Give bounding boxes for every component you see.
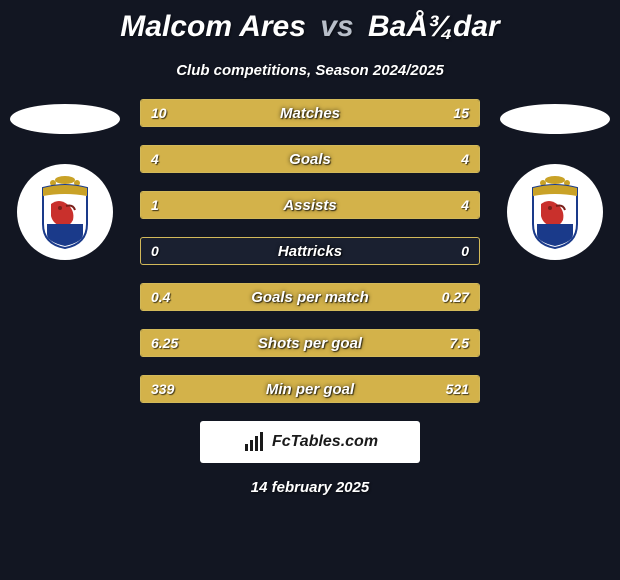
stat-value-left: 10 [151,100,167,126]
stat-label: Assists [141,192,479,218]
stat-value-left: 0 [151,238,159,264]
stat-label: Goals [141,146,479,172]
club-crest-icon [523,174,587,250]
stat-row: Goals4 4 [140,145,480,173]
stat-value-right: 0.27 [442,284,469,310]
stat-value-right: 4 [461,192,469,218]
player1-name: Malcom Ares [120,10,306,43]
stat-row: Matches10 15 [140,99,480,127]
stat-row: Assists1 4 [140,191,480,219]
player2-placeholder [500,104,610,134]
date-text: 14 february 2025 [0,479,620,496]
stat-row: Min per goal339 521 [140,375,480,403]
stat-label: Shots per goal [141,330,479,356]
stat-row: Goals per match0.4 0.27 [140,283,480,311]
stat-label: Hattricks [141,238,479,264]
player2-name: BaÅ¾dar [368,10,500,43]
chart-icon [242,430,266,454]
player1-placeholder [10,104,120,134]
stat-value-right: 521 [446,376,469,402]
club-crest-icon [33,174,97,250]
player1-club-crest [17,164,113,260]
stats-bars-container: Matches1015Goals44Assists14Hattricks00Go… [140,99,480,403]
stat-label: Matches [141,100,479,126]
stat-value-right: 0 [461,238,469,264]
vs-text: vs [320,10,353,43]
right-badges-column [490,99,620,260]
stat-value-right: 15 [453,100,469,126]
content-area: Matches1015Goals44Assists14Hattricks00Go… [0,99,620,496]
stat-value-left: 6.25 [151,330,178,356]
stat-value-right: 7.5 [450,330,469,356]
stat-label: Min per goal [141,376,479,402]
stat-value-left: 0.4 [151,284,170,310]
left-badges-column [0,99,130,260]
stat-row: Shots per goal6.25 7.5 [140,329,480,357]
subtitle: Club competitions, Season 2024/2025 [0,62,620,79]
stat-value-left: 339 [151,376,174,402]
stat-value-left: 4 [151,146,159,172]
fctables-logo-text: FcTables.com [272,433,378,451]
stat-value-right: 4 [461,146,469,172]
fctables-logo-box: FcTables.com [200,421,420,463]
stat-value-left: 1 [151,192,159,218]
player2-club-crest [507,164,603,260]
stat-row: Hattricks0 0 [140,237,480,265]
stat-label: Goals per match [141,284,479,310]
comparison-title: Malcom Ares vs BaÅ¾dar [0,0,620,44]
